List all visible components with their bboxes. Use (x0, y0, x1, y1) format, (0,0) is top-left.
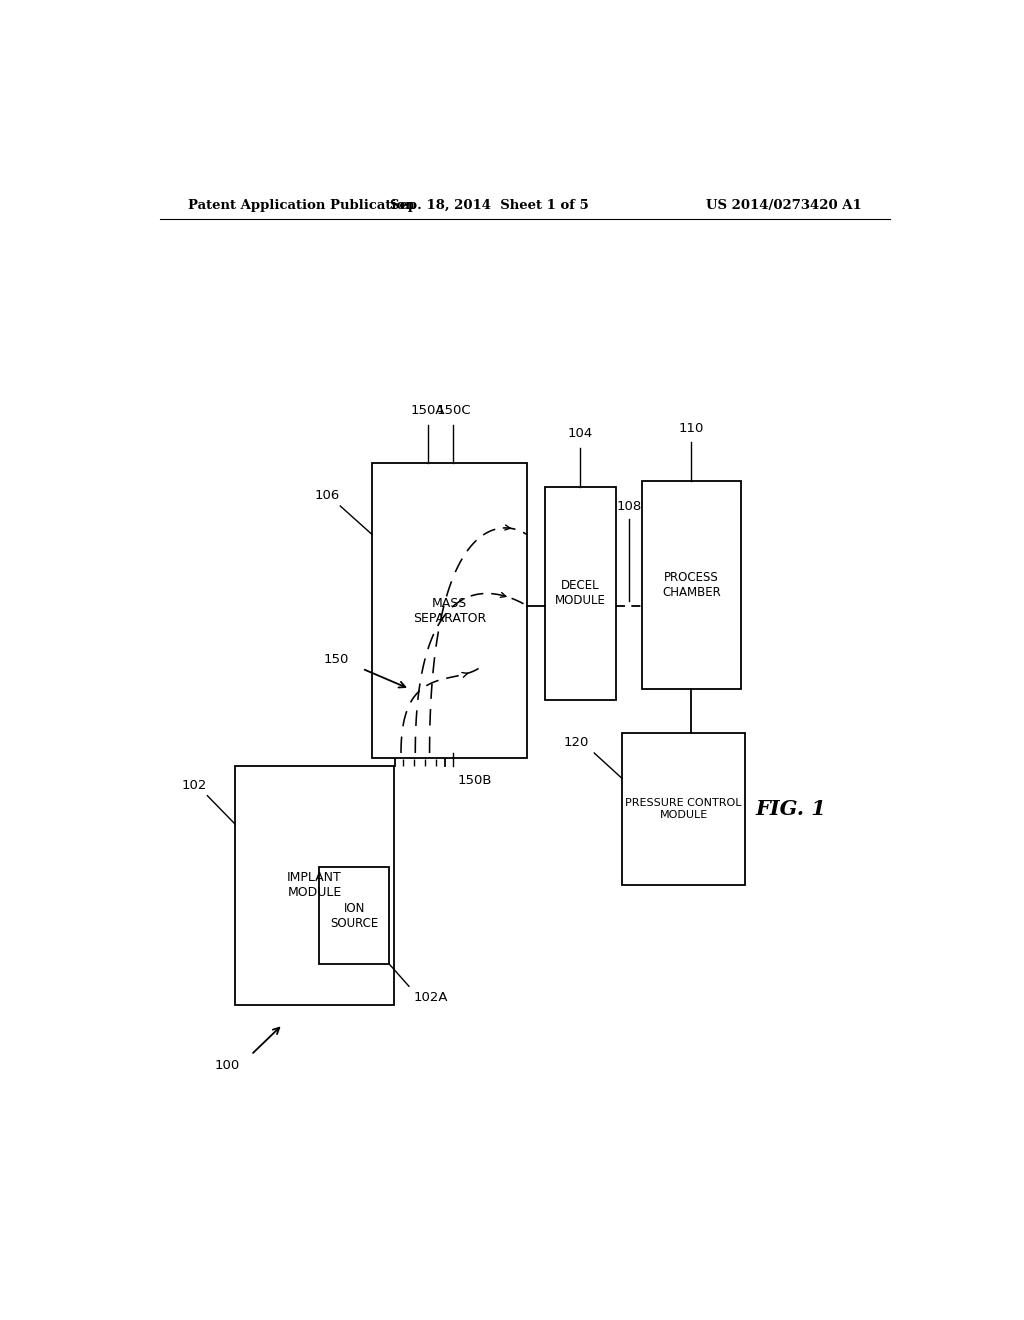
Text: 150B: 150B (458, 774, 492, 787)
Text: Patent Application Publication: Patent Application Publication (187, 199, 415, 213)
Text: 100: 100 (215, 1059, 240, 1072)
Text: FIG. 1: FIG. 1 (756, 799, 826, 818)
Text: PROCESS
CHAMBER: PROCESS CHAMBER (663, 572, 721, 599)
Text: ION
SOURCE: ION SOURCE (330, 902, 378, 929)
Text: DECEL
MODULE: DECEL MODULE (555, 579, 606, 607)
Bar (372, 463, 526, 758)
Text: 108: 108 (616, 499, 642, 512)
Text: 106: 106 (314, 490, 339, 503)
Bar (545, 487, 616, 700)
Text: 150: 150 (324, 653, 349, 667)
Text: MASS
SEPARATOR: MASS SEPARATOR (413, 597, 486, 624)
Text: 120: 120 (563, 737, 589, 750)
Text: IMPLANT
MODULE: IMPLANT MODULE (287, 871, 342, 899)
Text: 104: 104 (567, 428, 593, 441)
Bar (236, 766, 394, 1005)
Text: US 2014/0273420 A1: US 2014/0273420 A1 (707, 199, 862, 213)
Bar (622, 733, 745, 886)
Text: 150C: 150C (436, 404, 471, 417)
Bar (319, 867, 389, 964)
Text: 150A: 150A (411, 404, 445, 417)
Text: Sep. 18, 2014  Sheet 1 of 5: Sep. 18, 2014 Sheet 1 of 5 (390, 199, 589, 213)
Text: 110: 110 (679, 422, 705, 434)
Text: PRESSURE CONTROL
MODULE: PRESSURE CONTROL MODULE (626, 799, 741, 820)
Bar (642, 480, 741, 689)
Text: 102: 102 (181, 779, 207, 792)
Text: 102A: 102A (413, 991, 447, 1005)
